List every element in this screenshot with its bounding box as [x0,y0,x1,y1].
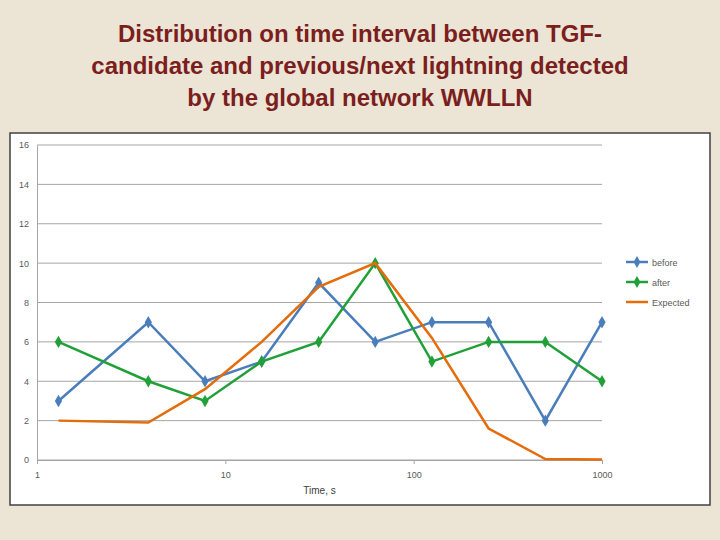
y-tick-label: 10 [19,259,29,269]
legend-marker [634,276,641,288]
y-tick: 14 [19,180,37,190]
legend-label: before [652,258,678,268]
marker [598,375,605,387]
series-line [58,263,602,401]
marker [258,355,265,367]
legend-swatch [626,301,648,304]
marker [428,316,435,328]
grid-line [37,381,602,382]
grid-line [37,145,602,146]
y-tick: 2 [24,416,37,426]
x-tick: 100 [407,460,422,480]
canvas: Distribution on time interval between TG… [0,0,720,540]
series-line [58,263,602,459]
x-tick-mark [602,460,603,464]
y-tick: 10 [19,259,37,269]
marker [55,395,62,407]
y-tick-label: 0 [24,455,29,465]
legend-label: after [652,278,670,288]
x-tick-mark [225,460,226,464]
x-tick-mark [37,460,38,464]
x-tick: 1000 [592,460,612,480]
x-axis-line [38,461,603,465]
y-tick: 16 [19,140,37,150]
marker [145,375,152,387]
grid-line [37,223,602,224]
y-axis: 0 2 4 6 8 10 12 14 16 [19,140,38,465]
x-tick: 1 [35,460,40,480]
x-tick-label: 1000 [592,470,612,480]
marker [485,316,492,328]
title-line: candidate and previous/next lightning de… [91,52,628,79]
series-line [58,283,602,421]
marker [55,336,62,348]
y-tick-label: 14 [19,180,29,190]
y-tick-label: 2 [24,416,29,426]
y-tick-label: 16 [19,140,29,150]
legend-label: Expected [652,298,690,308]
chart-frame [10,133,710,505]
marker [428,355,435,367]
grid-line [37,302,602,303]
legend-item: Expected [626,298,690,308]
y-tick: 12 [19,219,37,229]
y-axis-line [37,146,38,461]
plot-area [55,257,606,460]
marker [372,336,379,348]
y-tick: 4 [24,377,37,387]
legend-item: after [626,276,670,288]
marker [542,336,549,348]
marker [258,355,265,367]
series-markers [55,257,606,407]
y-tick-label: 6 [24,337,29,347]
title: Distribution on time interval between TG… [91,20,628,111]
y-tick: 6 [24,337,37,347]
title-line: Distribution on time interval between TG… [118,20,602,47]
x-tick-label: 100 [407,470,422,480]
grid-line [37,263,602,264]
marker [485,336,492,348]
marker [598,316,605,328]
x-tick-label: 10 [221,470,231,480]
x-tick-label: 1 [35,470,40,480]
legend-item: before [626,256,678,268]
title-line: by the global network WWLLN [187,84,532,111]
marker [201,395,208,407]
marker [145,316,152,328]
y-tick: 0 [24,455,37,465]
x-tick: 10 [221,460,231,480]
marker [542,414,549,426]
legend-marker [634,256,641,268]
y-tick-label: 12 [19,219,29,229]
grid-line [37,184,602,185]
legend: before after Expected [626,256,690,307]
y-tick-label: 8 [24,298,29,308]
x-axis-title: Time, s [303,485,335,496]
y-tick: 8 [24,298,37,308]
grid [37,145,602,460]
x-tick-mark [414,460,415,464]
marker [315,336,322,348]
x-axis: 1 10 100 1000 [35,460,613,480]
y-tick-label: 4 [24,377,29,387]
series-markers [55,277,606,427]
